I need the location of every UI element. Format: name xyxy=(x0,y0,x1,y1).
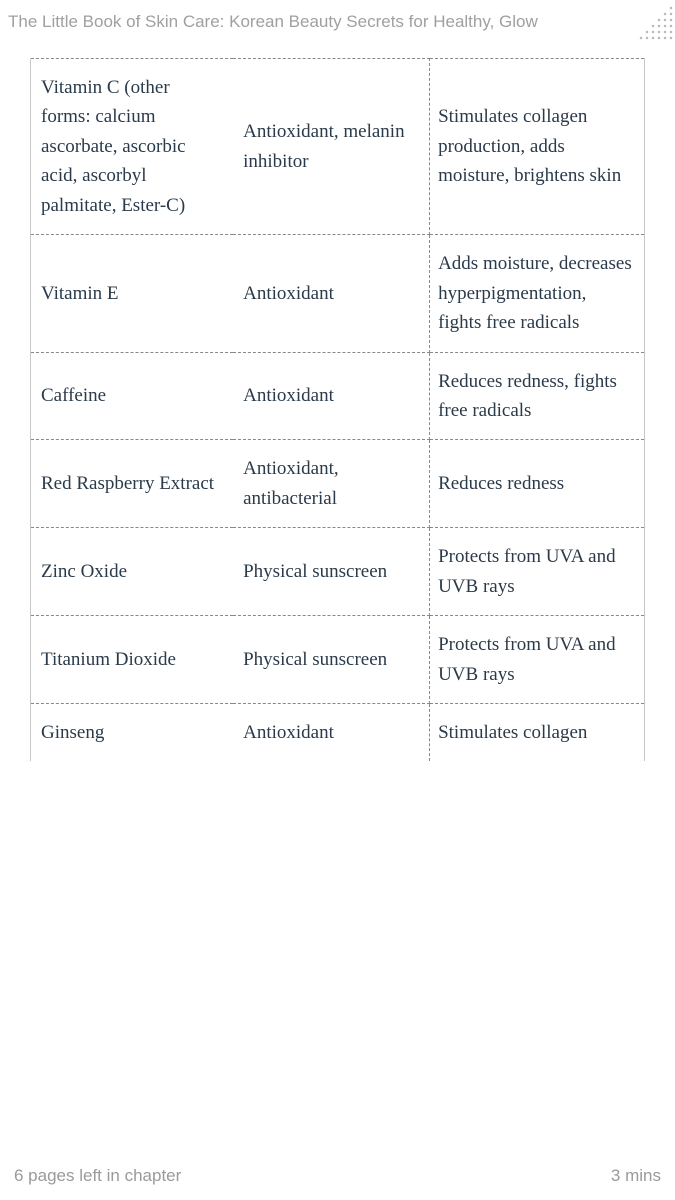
header-fade xyxy=(575,0,635,40)
cell-ingredient: Zinc Oxide xyxy=(31,528,234,616)
table-row: Titanium DioxidePhysical sunscreenProtec… xyxy=(31,616,645,704)
content-area: Vitamin C (other forms: calcium ascorbat… xyxy=(0,40,675,761)
cell-properties: Antioxidant xyxy=(233,235,429,352)
cell-benefits: Protects from UVA and UVB rays xyxy=(430,528,645,616)
cell-ingredient: Vitamin E xyxy=(31,235,234,352)
cell-properties: Physical sunscreen xyxy=(233,528,429,616)
book-title-header: The Little Book of Skin Care: Korean Bea… xyxy=(0,0,675,40)
cell-properties: Antioxidant, antibacterial xyxy=(233,440,429,528)
reading-footer: 6 pages left in chapter 3 mins xyxy=(0,1152,675,1200)
cell-ingredient: Titanium Dioxide xyxy=(31,616,234,704)
table-row: Zinc OxidePhysical sunscreenProtects fro… xyxy=(31,528,645,616)
cell-properties: Physical sunscreen xyxy=(233,616,429,704)
cell-ingredient: Vitamin C (other forms: calcium ascorbat… xyxy=(31,59,234,235)
pages-left: 6 pages left in chapter xyxy=(14,1166,181,1186)
table-row: GinsengAntioxidantStimulates collagen xyxy=(31,704,645,762)
table-row: Vitamin C (other forms: calcium ascorbat… xyxy=(31,59,645,235)
cell-properties: Antioxidant xyxy=(233,704,429,762)
cell-benefits: Protects from UVA and UVB rays xyxy=(430,616,645,704)
cell-ingredient: Caffeine xyxy=(31,352,234,440)
cell-benefits: Reduces redness, fights free radicals xyxy=(430,352,645,440)
cell-ingredient: Ginseng xyxy=(31,704,234,762)
cell-benefits: Stimulates collagen xyxy=(430,704,645,762)
cell-properties: Antioxidant xyxy=(233,352,429,440)
ingredients-table: Vitamin C (other forms: calcium ascorbat… xyxy=(30,58,645,761)
dogear-icon[interactable] xyxy=(633,0,675,42)
cell-benefits: Reduces redness xyxy=(430,440,645,528)
table-row: CaffeineAntioxidantReduces redness, figh… xyxy=(31,352,645,440)
book-title: The Little Book of Skin Care: Korean Bea… xyxy=(8,12,538,31)
ingredients-tbody: Vitamin C (other forms: calcium ascorbat… xyxy=(31,59,645,762)
time-left: 3 mins xyxy=(611,1166,661,1186)
table-row: Red Raspberry ExtractAntioxidant, antiba… xyxy=(31,440,645,528)
cell-benefits: Stimulates collagen production, adds moi… xyxy=(430,59,645,235)
cell-benefits: Adds moisture, decreases hyperpigmentati… xyxy=(430,235,645,352)
cell-ingredient: Red Raspberry Extract xyxy=(31,440,234,528)
cell-properties: Antioxidant, melanin inhibitor xyxy=(233,59,429,235)
table-row: Vitamin EAntioxidantAdds moisture, decre… xyxy=(31,235,645,352)
